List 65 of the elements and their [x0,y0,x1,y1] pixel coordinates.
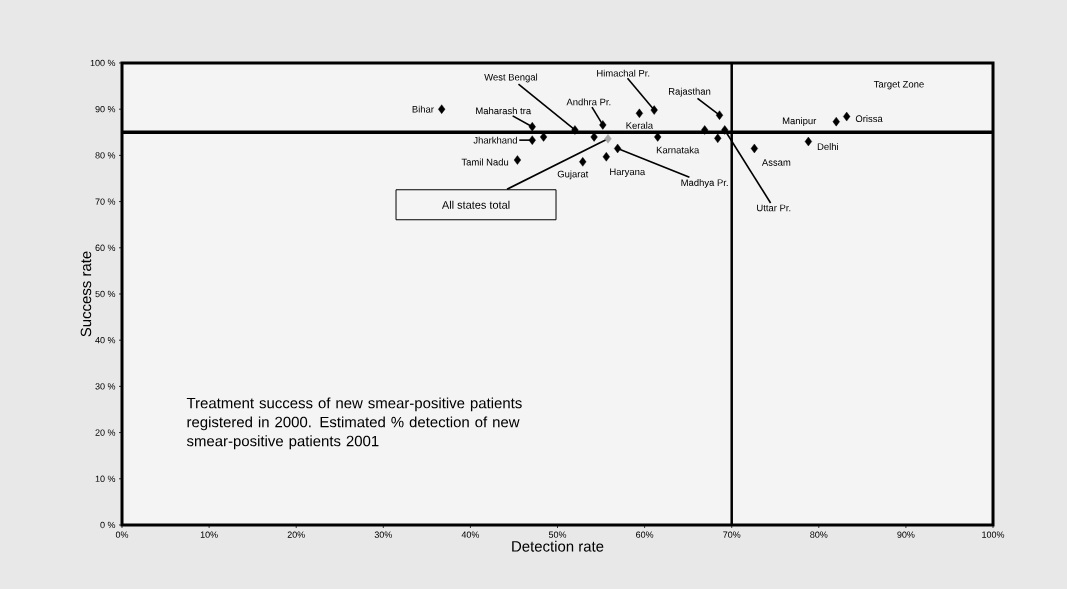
annotation: Haryana [610,168,646,178]
x-tick-label: 70% [723,531,741,538]
x-tick-label: 30% [374,531,392,538]
y-tick-label: 50 % [95,290,116,298]
annotation: Manipur [782,117,817,127]
annotation: Treatment success of new smear-positive patients registered in 2000. Estimated % detection of new smear-positive patients 2001 [186,397,522,450]
annotation: Karnataka [656,146,700,154]
annotation: All states total [441,200,510,209]
point [804,136,812,147]
y-tick-label: 0 % [100,521,116,529]
y-tick-label: 60 % [95,244,116,251]
x-tick-label: 50% [548,531,567,538]
x-tick-label: 60% [636,531,654,538]
point [438,104,446,114]
point [599,120,607,130]
point [604,134,612,144]
y-tick-label: 30 % [95,383,116,390]
y-tick-label: 20 % [95,429,116,436]
point [635,108,643,119]
point [650,105,658,115]
point [750,143,758,154]
annotation: Jharkhand [473,136,517,144]
annotation: Himachal Pr. [597,69,650,77]
annotation: Bihar [412,105,434,113]
point [832,116,840,127]
point [579,157,587,167]
annotation: Delhi [817,143,838,150]
x-tick-label: 80% [810,531,828,538]
annotation: Maharash tra [476,107,532,115]
point [614,143,622,154]
y-tick-label: 70 % [95,198,116,205]
point [528,122,536,132]
point [714,133,722,143]
x-tick-label: 20% [287,531,305,538]
y-axis-title: Success rate [80,251,92,337]
x-axis-title: Detection rate [512,540,604,552]
x-tick-label: 100% [982,531,1005,538]
y-tick-label: 80 % [95,152,116,159]
annotation: Kerala [626,121,654,129]
y-tick-label: 10 % [95,475,116,482]
x-tick-label: 40% [461,531,480,538]
annotation: Orissa [855,115,883,123]
annotation: Uttar Pr. [757,204,791,212]
y-tick-label: 40 % [95,337,116,344]
annotation: Rajasthan [668,87,711,97]
point [528,135,536,145]
x-tick-label: 90% [897,531,915,538]
annotation: Assam [761,159,791,166]
annotation: Target Zone [873,80,924,90]
y-tick-label: 90 % [95,106,116,113]
annotation: Gujarat [557,170,589,180]
x-tick-label: 10% [200,531,218,538]
point [602,152,610,162]
point [715,110,724,120]
point [843,111,851,122]
point [721,125,729,135]
y-tick-label: 100 % [90,59,116,67]
annotation: West Bengal [484,73,538,83]
annotation: Madhya Pr. [681,179,728,188]
point [701,125,709,135]
x-tick-label: 0% [115,531,129,538]
annotation: Andhra Pr. [566,98,611,106]
point [571,125,579,135]
point [513,155,522,165]
annotation: Tamil Nadu [461,158,509,166]
